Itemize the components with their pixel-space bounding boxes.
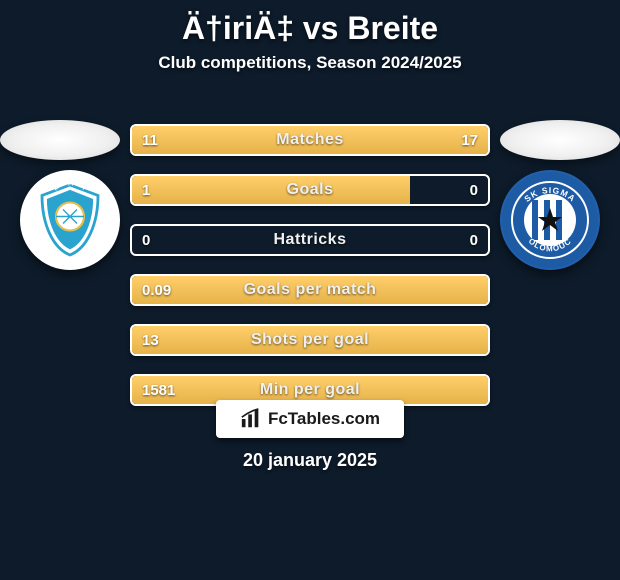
stat-bar: 1117Matches	[130, 124, 490, 156]
stat-bar: 13Shots per goal	[130, 324, 490, 356]
stat-bar: 0.09Goals per match	[130, 274, 490, 306]
right-club-crest-icon: SK SIGMA OLOMOUC	[500, 170, 600, 270]
stat-bar: 10Goals	[130, 174, 490, 206]
stat-label: Matches	[132, 126, 488, 154]
logo-text: FcTables.com	[268, 409, 380, 429]
right-club-badge: SK SIGMA OLOMOUC	[500, 170, 600, 270]
stat-label: Goals	[132, 176, 488, 204]
left-club-badge: МЛАДОСТ	[20, 170, 120, 270]
page-subtitle: Club competitions, Season 2024/2025	[0, 53, 620, 73]
stat-label: Goals per match	[132, 276, 488, 304]
stat-bar: 00Hattricks	[130, 224, 490, 256]
decor-ellipse-left	[0, 120, 120, 160]
left-club-crest-icon: МЛАДОСТ	[35, 180, 105, 260]
decor-ellipse-right	[500, 120, 620, 160]
stat-label: Hattricks	[132, 226, 488, 254]
stats-bars: 1117Matches 10Goals 00Hattricks 0.09Goals p…	[130, 124, 490, 424]
page-title: Ä†iriÄ‡ vs Breite	[0, 0, 620, 47]
infographic-date: 20 january 2025	[0, 450, 620, 471]
fctables-logo: FcTables.com	[216, 400, 404, 438]
stat-label: Shots per goal	[132, 326, 488, 354]
chart-icon	[240, 408, 262, 430]
comparison-infographic: Ä†iriÄ‡ vs Breite Club competitions, Sea…	[0, 0, 620, 580]
